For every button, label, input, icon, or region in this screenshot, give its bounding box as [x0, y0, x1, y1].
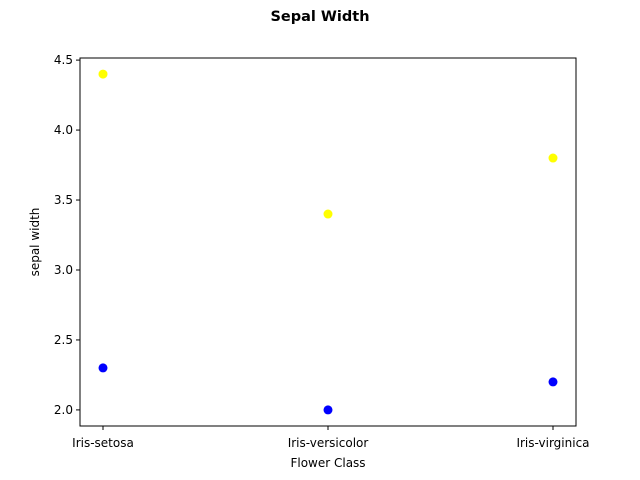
- scatter-point: [98, 69, 108, 79]
- y-tick-label: 3.0: [54, 263, 73, 277]
- y-tick-label: 4.5: [54, 53, 73, 67]
- plot-area-frame: [79, 57, 577, 427]
- y-axis-ticks: 2.0 2.5 3.0 3.5 4.0 4.5: [54, 53, 80, 417]
- y-tick-label: 2.0: [54, 403, 73, 417]
- scatter-point: [548, 377, 558, 387]
- x-axis-label: Flower Class: [290, 456, 365, 470]
- scatter-point: [98, 363, 108, 373]
- x-tick-label: Iris-virginica: [516, 436, 589, 450]
- y-tick-label: 2.5: [54, 333, 73, 347]
- scatter-point: [548, 153, 558, 163]
- scatter-point: [323, 405, 333, 415]
- chart-title: Sepal Width: [270, 9, 369, 25]
- x-tick-label: Iris-setosa: [72, 436, 134, 450]
- data-points: [98, 69, 558, 415]
- x-tick-label: Iris-versicolor: [288, 436, 369, 450]
- x-axis-ticks: Iris-setosa Iris-versicolor Iris-virginica: [72, 426, 590, 450]
- y-axis-label: sepal width: [28, 208, 42, 277]
- scatter-point: [323, 209, 333, 219]
- y-tick-label: 4.0: [54, 123, 73, 137]
- y-tick-label: 3.5: [54, 193, 73, 207]
